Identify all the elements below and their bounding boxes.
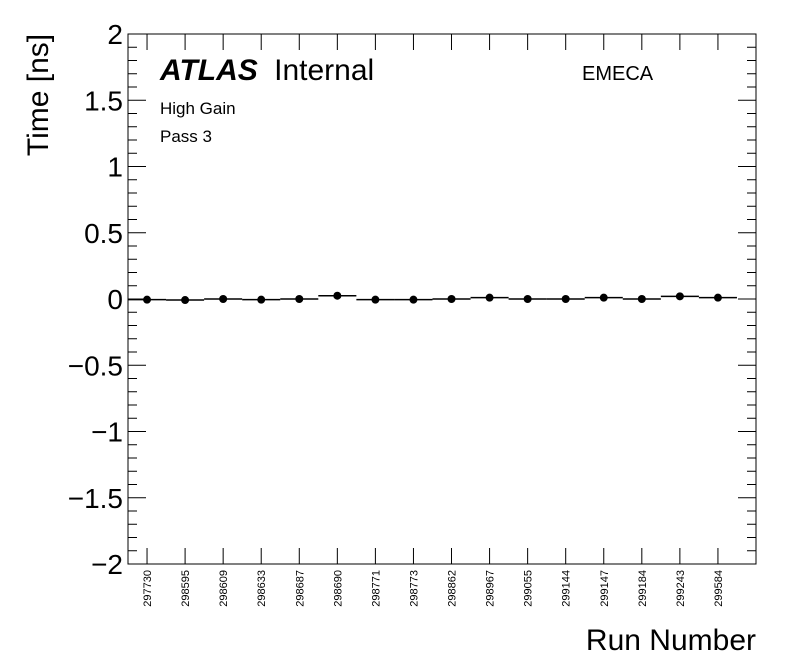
x-tick-label: 299243 bbox=[675, 570, 687, 607]
x-tick-label: 298687 bbox=[294, 570, 306, 607]
x-axis-label: Run Number bbox=[586, 624, 756, 657]
data-point bbox=[371, 295, 380, 304]
x-tick-label: 298773 bbox=[408, 570, 420, 607]
x-tick-label: 299144 bbox=[561, 570, 573, 607]
data-point bbox=[143, 295, 152, 304]
data-point bbox=[257, 295, 266, 304]
data-point bbox=[295, 295, 304, 303]
x-tick-label: 297730 bbox=[142, 570, 154, 607]
x-tick-label: 299184 bbox=[637, 570, 649, 607]
data-point bbox=[447, 295, 456, 303]
y-tick-label: 1 bbox=[107, 152, 123, 183]
x-tick-labels: 297730 298595 298609 298633 298687 298690 2987… bbox=[142, 570, 725, 607]
y-tick-label: 0 bbox=[107, 284, 123, 315]
data-point bbox=[409, 295, 418, 304]
data-series bbox=[128, 291, 737, 305]
data-point bbox=[675, 292, 684, 301]
x-tick-label: 299147 bbox=[599, 570, 611, 607]
x-tick-label: 298633 bbox=[256, 570, 268, 607]
region-label: EMECA bbox=[582, 63, 654, 85]
y-tick-labels: 2 1.5 1 0.5 0 −0.5 −1 −1.5 −2 bbox=[68, 19, 123, 580]
y-tick-label: 2 bbox=[107, 19, 123, 50]
data-point bbox=[333, 291, 342, 300]
x-tick-label: 298690 bbox=[332, 570, 344, 607]
y-tick-label: −2 bbox=[91, 549, 123, 580]
y-tick-label: −1 bbox=[91, 417, 123, 448]
data-point bbox=[181, 296, 190, 305]
y-tick-label: 1.5 bbox=[84, 85, 123, 116]
gain-label: High Gain bbox=[160, 99, 236, 118]
x-tick-label: 298771 bbox=[370, 570, 382, 607]
data-point bbox=[713, 293, 722, 302]
y-tick-label: −0.5 bbox=[68, 350, 123, 381]
x-tick-label: 298595 bbox=[180, 570, 192, 607]
x-tick-label: 299055 bbox=[523, 570, 535, 607]
axis-ticks bbox=[128, 33, 756, 565]
atlas-label: ATLAS Internal bbox=[159, 54, 374, 87]
x-tick-label: 298609 bbox=[218, 570, 230, 607]
y-tick-label: −1.5 bbox=[68, 483, 123, 514]
x-tick-label: 298862 bbox=[447, 570, 459, 607]
atlas-internal-text: Internal bbox=[274, 54, 374, 87]
atlas-bold-text: ATLAS bbox=[159, 54, 258, 87]
data-point bbox=[561, 295, 570, 303]
y-tick-label: 0.5 bbox=[84, 218, 123, 249]
data-point bbox=[599, 293, 608, 302]
x-tick-label: 298967 bbox=[485, 570, 497, 607]
data-point bbox=[485, 293, 494, 302]
data-point bbox=[637, 295, 646, 303]
pass-label: Pass 3 bbox=[160, 127, 212, 146]
y-axis-label: Time [ns] bbox=[22, 34, 55, 156]
data-point bbox=[219, 295, 228, 303]
x-tick-label: 299584 bbox=[713, 570, 725, 607]
data-point bbox=[523, 295, 532, 303]
